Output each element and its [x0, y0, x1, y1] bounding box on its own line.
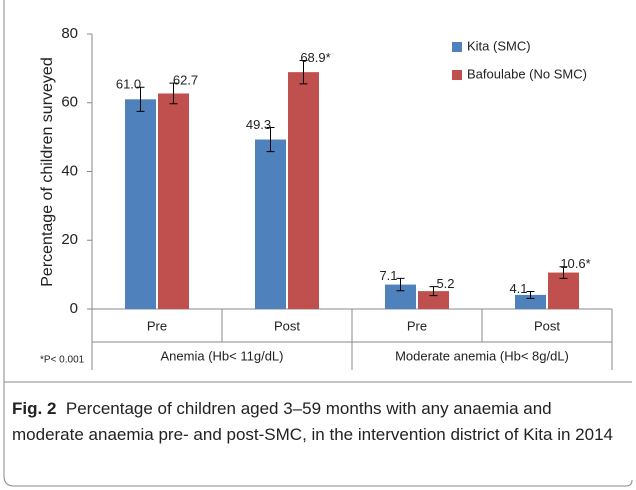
error-bar: [559, 266, 568, 279]
error-bar: [266, 127, 275, 153]
bar: [158, 93, 189, 309]
error-bar: [526, 290, 535, 299]
y-tick-label: 80: [61, 25, 78, 42]
error-bar: [429, 286, 438, 297]
value-label: 7.1: [379, 268, 397, 283]
x-tick-label: Pre: [147, 318, 167, 333]
group-label: Anemia (Hb< 11g/dL): [161, 348, 284, 363]
frame: [3, 0, 633, 487]
y-tick-label: 0: [70, 300, 78, 317]
legend-swatch: [452, 70, 462, 80]
y-tick-label: 20: [61, 231, 78, 248]
bar: [418, 291, 449, 309]
y-axis-label: Percentage of children surveyed: [39, 57, 56, 286]
value-label: 4.1: [509, 281, 527, 296]
x-tick-label: Post: [274, 318, 300, 333]
footnote: *P< 0.001: [40, 355, 85, 366]
value-label: 49.3: [246, 117, 271, 132]
bar: [515, 294, 546, 309]
caption-text: Percentage of children aged 3–59 months …: [12, 399, 613, 444]
error-bar: [169, 82, 178, 105]
error-bar: [136, 86, 145, 112]
value-label: 61.0: [116, 77, 141, 92]
caption: Fig. 2 Percentage of children aged 3–59 …: [12, 396, 622, 448]
value-label: 62.7: [173, 73, 198, 88]
y-tick-label: 60: [61, 94, 78, 111]
value-label: 10.6*: [560, 256, 590, 271]
legend-label: Kita (SMC): [467, 38, 531, 53]
error-bar: [299, 59, 308, 85]
figure-label: Fig. 2: [12, 399, 57, 418]
group-label: Moderate anemia (Hb< 8g/dL): [395, 348, 569, 363]
error-bar: [396, 277, 405, 292]
x-tick-label: Pre: [407, 318, 427, 333]
bar: [255, 139, 286, 309]
bar: [288, 72, 319, 309]
bar: [125, 99, 156, 309]
legend-swatch: [452, 42, 462, 52]
value-label: 68.9*: [300, 50, 330, 65]
value-label: 5.2: [436, 276, 454, 291]
x-tick-label: Post: [534, 318, 560, 333]
legend-label: Bafoulabe (No SMC): [467, 66, 587, 81]
y-tick-label: 40: [61, 162, 78, 179]
